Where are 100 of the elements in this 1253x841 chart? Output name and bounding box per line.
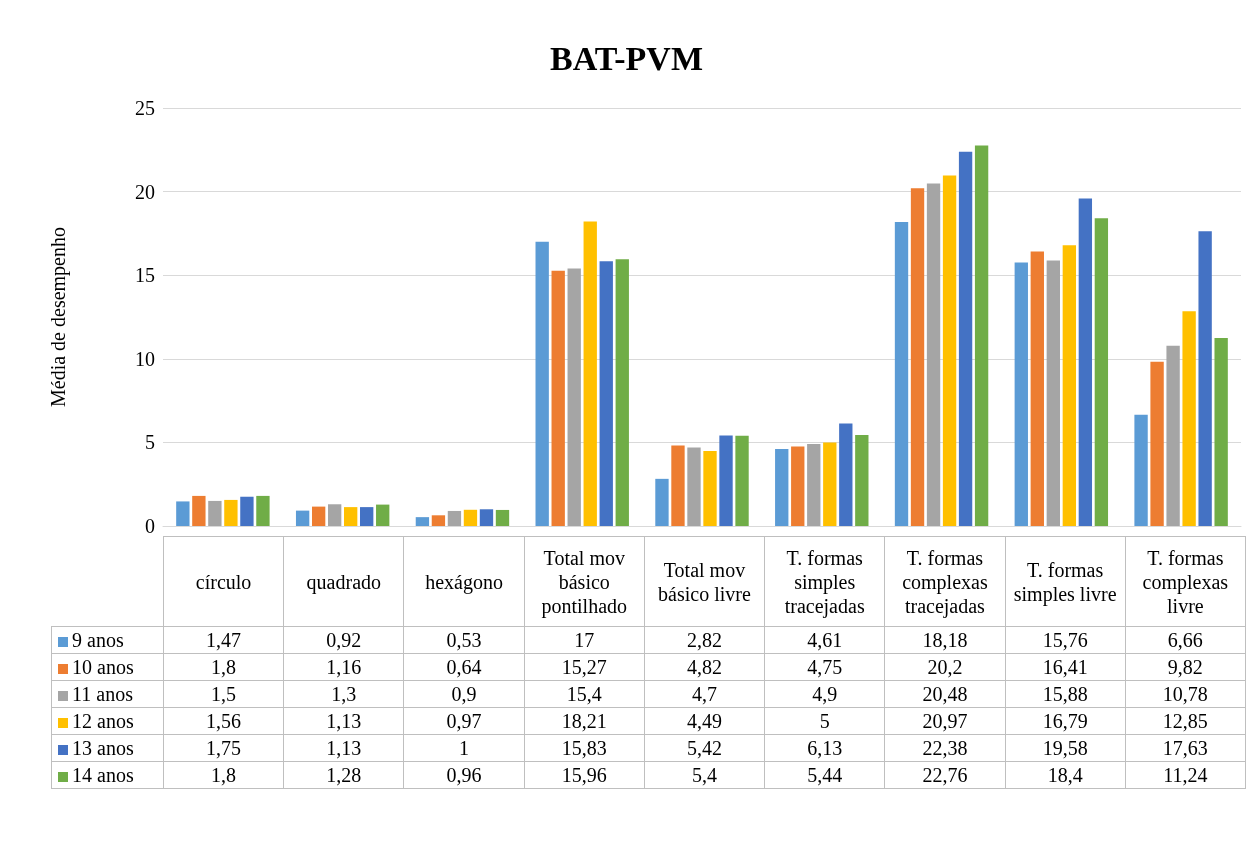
bar [1094, 218, 1109, 526]
y-tick-label: 0 [145, 515, 155, 537]
data-label: 1,13 [283, 734, 404, 762]
bar [926, 183, 941, 526]
bar [703, 450, 717, 526]
data-label: 16,79 [1005, 707, 1126, 735]
y-tick-label: 10 [135, 347, 155, 370]
bar [327, 504, 342, 526]
x-tick-label: círculo [163, 536, 284, 627]
data-label: 20,48 [884, 680, 1006, 708]
bar [176, 501, 190, 526]
bar [599, 261, 613, 526]
data-label: 15,27 [524, 653, 645, 681]
bar [479, 509, 494, 526]
x-tick-label: hexágono [403, 536, 525, 627]
data-label: 1 [403, 734, 525, 762]
data-label: 1,28 [283, 761, 404, 789]
data-label: 15,76 [1005, 626, 1126, 654]
bar [240, 496, 254, 526]
bar [1014, 262, 1028, 526]
data-label: 20,2 [884, 653, 1006, 681]
bar [1062, 245, 1077, 526]
bar [360, 507, 374, 526]
bar [1078, 198, 1093, 526]
data-label: 2,82 [644, 626, 765, 654]
bar [495, 509, 510, 526]
bar [910, 188, 925, 526]
bar [1134, 414, 1148, 526]
x-tick-label: quadrado [283, 536, 404, 627]
bar [974, 145, 989, 526]
data-label: 0,92 [283, 626, 404, 654]
y-tick-label: 5 [145, 431, 155, 454]
bar [719, 435, 733, 526]
data-label: 12,85 [1125, 707, 1246, 735]
x-tick-label: T. formas simples livre [1005, 536, 1126, 627]
bar [463, 509, 478, 526]
bar [894, 222, 909, 526]
bar [1182, 311, 1196, 526]
legend-label: 11 anos [51, 680, 164, 708]
data-label: 0,53 [403, 626, 525, 654]
data-label: 5 [764, 707, 885, 735]
bar [615, 259, 629, 526]
data-label: 18,4 [1005, 761, 1126, 789]
bar [1150, 361, 1164, 526]
legend-label: 14 anos [51, 761, 164, 789]
data-label: 4,7 [644, 680, 765, 708]
data-label: 5,42 [644, 734, 765, 762]
bar [224, 499, 238, 526]
data-label: 1,75 [163, 734, 284, 762]
bar [823, 442, 837, 526]
data-label: 22,76 [884, 761, 1006, 789]
bar [431, 515, 446, 526]
bar [583, 221, 597, 526]
data-label: 16,41 [1005, 653, 1126, 681]
bar [295, 510, 310, 526]
bar [671, 445, 685, 526]
bar [958, 151, 973, 526]
bar [1198, 231, 1212, 526]
data-label: 18,18 [884, 626, 1006, 654]
legend-label: 13 anos [51, 734, 164, 762]
bar [942, 175, 957, 526]
data-label: 5,44 [764, 761, 885, 789]
data-label: 18,21 [524, 707, 645, 735]
data-label: 15,96 [524, 761, 645, 789]
data-label: 1,47 [163, 626, 284, 654]
bar [1030, 251, 1044, 526]
legend-label: 10 anos [51, 653, 164, 681]
bar [655, 478, 669, 526]
bar [551, 270, 565, 526]
data-label: 1,16 [283, 653, 404, 681]
x-tick-label: Total mov básico pontilhado [524, 536, 645, 627]
bar [208, 500, 222, 526]
chart-title: BAT-PVM [550, 39, 703, 77]
bar [376, 504, 390, 526]
bar [735, 435, 749, 526]
bar [447, 510, 462, 526]
data-label: 4,82 [644, 653, 765, 681]
bar [415, 517, 430, 526]
x-tick-label: T. formas simples tracejadas [764, 536, 885, 627]
data-label: 6,66 [1125, 626, 1246, 654]
y-tick-label: 20 [135, 180, 155, 203]
data-label: 0,64 [403, 653, 525, 681]
data-label: 4,61 [764, 626, 885, 654]
bar [687, 447, 701, 526]
legend-label: 12 anos [51, 707, 164, 735]
bar [192, 495, 206, 526]
bar [1214, 338, 1228, 526]
bar [311, 506, 326, 526]
x-tick-label: Total mov básico livre [644, 536, 765, 627]
bar [855, 435, 869, 526]
data-label: 0,9 [403, 680, 525, 708]
bar [1166, 345, 1180, 526]
data-label: 9,82 [1125, 653, 1246, 681]
data-label: 0,96 [403, 761, 525, 789]
data-label: 1,5 [163, 680, 284, 708]
data-label: 1,3 [283, 680, 404, 708]
y-axis-title: Média de desempenho [47, 227, 70, 407]
data-label: 15,83 [524, 734, 645, 762]
data-label: 11,24 [1125, 761, 1246, 789]
y-tick-label: 15 [135, 264, 155, 287]
